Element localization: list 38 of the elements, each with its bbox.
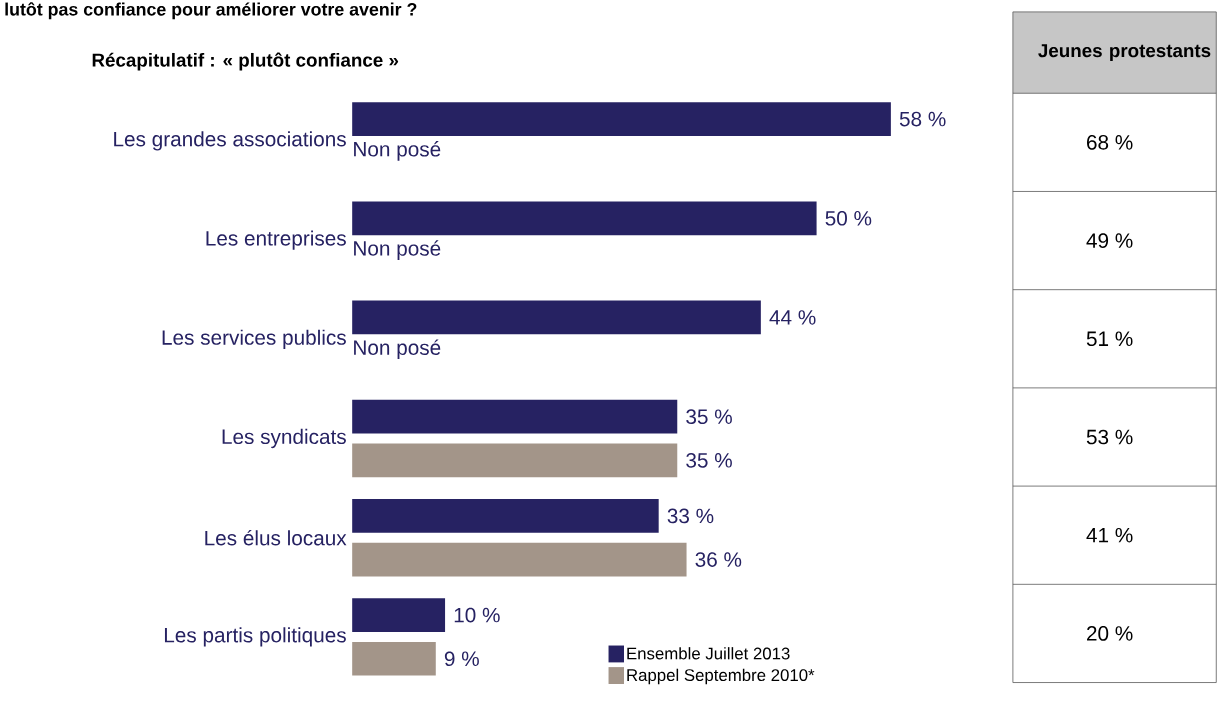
text: Non posé [354, 240, 441, 260]
text: Jeunes protestants [1038, 44, 1211, 61]
data-label: 9 % [444, 651, 479, 666]
bar [352, 542, 687, 577]
data-label: 44 % [769, 310, 816, 325]
bar [352, 201, 817, 235]
text: 49 % [1086, 233, 1133, 248]
text: 20 % [1087, 625, 1133, 641]
y-tick-label: Les partis politiques [164, 627, 346, 647]
data-label: 58 % [899, 111, 946, 127]
bar [352, 641, 436, 676]
data-label: 50 % [825, 210, 872, 226]
bar [352, 598, 446, 632]
text: 68 % [1087, 134, 1133, 150]
data-label: 35 % [686, 452, 732, 468]
bar [352, 443, 678, 478]
chart-title: lutôt pas confiance pour améliorer votre avenir ? [5, 2, 417, 19]
y-tick-label: Les élus locaux [205, 529, 347, 546]
text: Non posé [354, 140, 441, 161]
text: 53 % [1086, 429, 1133, 445]
text: Non posé [354, 339, 441, 359]
bar [352, 300, 761, 335]
legend-label: Ensemble Juillet 2013 [627, 646, 790, 660]
y-tick-label: Les services publics [162, 329, 346, 349]
data-label: 36 % [695, 552, 742, 567]
legend-label: Rappel Septembre 2010* [627, 668, 815, 685]
bar [352, 498, 659, 533]
y-tick-label: Les syndicats [222, 428, 346, 449]
text: 51 % [1086, 331, 1133, 346]
bar [352, 399, 678, 434]
text: 41 % [1086, 527, 1133, 543]
chart-subtitle: Récapitulatif : « plutôt confiance » [92, 52, 399, 71]
bar [352, 102, 891, 136]
data-label: 35 % [686, 409, 732, 424]
data-label: 33 % [667, 508, 714, 524]
y-tick-label: Les grandes associations [114, 131, 346, 151]
y-tick-label: Les entreprises [206, 230, 346, 250]
data-label: 10 % [454, 607, 500, 623]
